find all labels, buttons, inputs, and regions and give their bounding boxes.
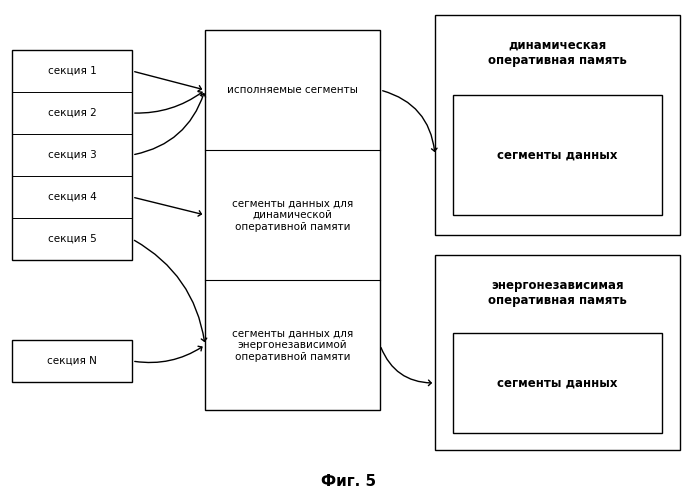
Bar: [435, 15, 680, 235]
Text: Фиг. 5: Фиг. 5: [322, 474, 376, 490]
Text: сегменты данных: сегменты данных: [497, 148, 618, 162]
Bar: [435, 255, 680, 450]
Text: секция 2: секция 2: [47, 108, 96, 118]
Bar: [12, 340, 132, 382]
Text: энергонезависимая
оперативная память: энергонезависимая оперативная память: [488, 279, 627, 307]
Text: секция 3: секция 3: [47, 150, 96, 160]
Text: секция 1: секция 1: [47, 66, 96, 76]
Bar: [205, 30, 380, 410]
Bar: [453, 95, 662, 215]
Text: секция N: секция N: [47, 356, 97, 366]
Text: динамическая
оперативная память: динамическая оперативная память: [488, 39, 627, 67]
Text: секция 4: секция 4: [47, 192, 96, 202]
Text: сегменты данных для
динамической
оперативной памяти: сегменты данных для динамической операти…: [232, 198, 353, 232]
Text: сегменты данных: сегменты данных: [497, 376, 618, 390]
Text: исполняемые сегменты: исполняемые сегменты: [227, 85, 358, 95]
Bar: [12, 50, 132, 260]
Bar: [453, 333, 662, 433]
Text: секция 5: секция 5: [47, 234, 96, 244]
Text: сегменты данных для
энергонезависимой
оперативной памяти: сегменты данных для энергонезависимой оп…: [232, 328, 353, 362]
